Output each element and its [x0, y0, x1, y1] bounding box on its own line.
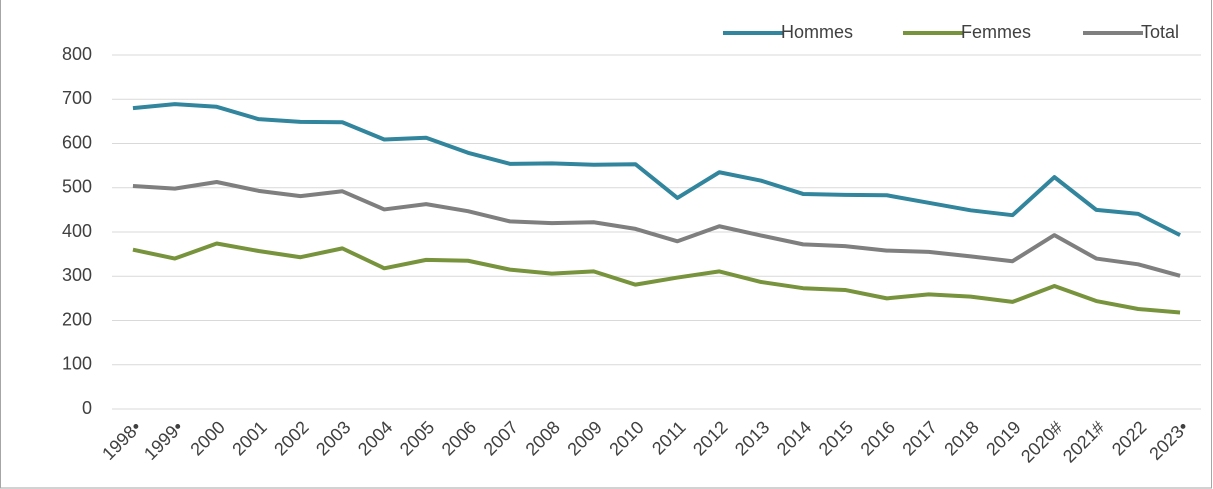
y-tick-label: 500: [62, 177, 92, 197]
y-tick-label: 200: [62, 309, 92, 329]
y-tick-label: 100: [62, 354, 92, 374]
y-tick-label: 600: [62, 132, 92, 152]
x-tick-label: 2015: [815, 417, 857, 459]
x-tick-label: 2004: [354, 417, 396, 459]
x-tick-label: 1999•: [140, 417, 187, 464]
x-tick-label: 2007: [480, 417, 522, 459]
x-tick-label: 2012: [689, 417, 731, 459]
y-tick-label: 300: [62, 265, 92, 285]
x-tick-label: 2014: [773, 417, 815, 459]
line-series: [132, 102, 1181, 237]
y-tick-label: 700: [62, 88, 92, 108]
x-tick-label: 2020#: [1017, 417, 1067, 467]
x-tick-label: 1998•: [98, 417, 145, 464]
legend-label: Total: [1141, 22, 1179, 42]
x-tick-label: 2002: [270, 417, 312, 459]
x-tick-label: 2008: [522, 417, 564, 459]
x-tick-label: 2022: [1108, 417, 1150, 459]
x-tick-label: 2009: [563, 417, 605, 459]
x-tick-label: 2001: [228, 417, 270, 459]
x-tick-label: 2023•: [1145, 417, 1192, 464]
x-tick-label: 2010: [605, 417, 647, 459]
x-tick-label: 2006: [438, 417, 480, 459]
y-tick-label: 0: [82, 398, 92, 418]
x-tick-label: 2016: [857, 417, 899, 459]
x-tick-label: 2005: [396, 417, 438, 459]
x-tick-label: 2003: [312, 417, 354, 459]
x-tick-label: 2021#: [1059, 417, 1109, 467]
line-series: [132, 179, 1181, 278]
x-tick-label: 2011: [648, 417, 690, 459]
y-tick-label: 800: [62, 44, 92, 64]
legend-label: Hommes: [781, 22, 853, 42]
x-tick-label: 2013: [731, 417, 773, 459]
x-tick-label: 2017: [898, 417, 940, 459]
y-tick-label: 400: [62, 221, 92, 241]
line-series: [132, 241, 1181, 315]
x-tick-label: 2018: [940, 417, 982, 459]
x-tick-label: 2000: [186, 417, 228, 459]
legend-label: Femmes: [961, 22, 1031, 42]
